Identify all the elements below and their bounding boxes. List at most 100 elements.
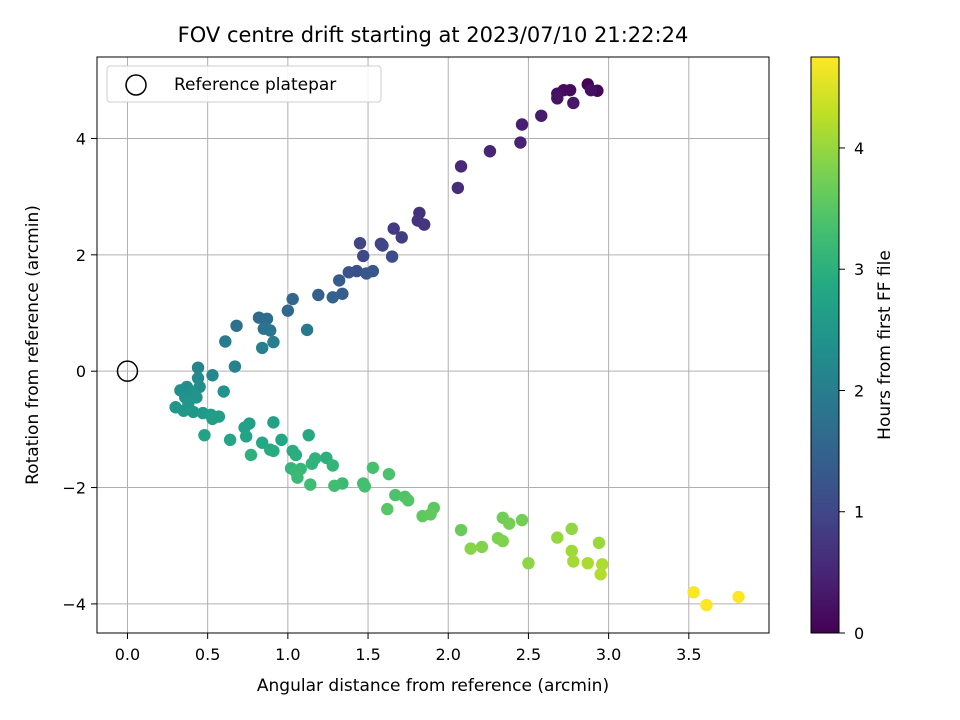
data-point [239,430,253,443]
colorbar: 0 1 2 3 4 Hours from first FF file [810,56,895,643]
data-point [217,385,230,398]
data-point [594,568,607,581]
data-point [551,531,564,544]
x-tick-label: 2.5 [516,645,541,664]
data-point [286,292,299,306]
data-point [328,479,341,492]
data-point [255,436,269,449]
data-point [260,312,274,326]
data-point [389,488,402,502]
data-point [567,96,580,110]
data-point [381,502,394,516]
data-point [565,522,578,536]
data-point [382,467,396,481]
x-tick-label: 0.0 [115,645,140,664]
data-point [567,555,580,568]
colorbar-gradient [810,56,840,634]
x-axis-ticks: 0.0 0.5 1.0 1.5 2.0 2.5 3.0 3.5 [115,633,702,664]
data-point [223,433,237,447]
data-point [700,598,713,612]
data-point [596,558,609,571]
data-point [732,590,745,604]
data-point [401,494,415,507]
data-point [687,586,700,599]
data-point [177,404,190,417]
x-axis-label: Angular distance from reference (arcmin) [257,676,609,696]
data-point [584,83,598,97]
data-point [289,448,303,462]
y-tick-label: 0 [76,362,86,381]
data-point [535,109,548,122]
data-point [522,556,535,570]
data-point [336,287,349,300]
data-point [281,304,295,317]
data-point [302,428,315,442]
data-point [206,412,219,426]
data-point [385,250,399,263]
data-point [376,239,389,252]
data-point [464,542,477,555]
reference-point-marker [116,360,139,382]
grid-lines [97,57,769,633]
data-point [357,249,370,263]
data-point [275,433,288,447]
y-tick-label: 4 [76,129,86,148]
data-point [417,218,431,231]
data-point [291,471,304,484]
legend-hollow-circle-icon [125,74,147,96]
data-point [551,92,564,105]
data-point [305,457,319,470]
data-point [475,540,489,554]
data-point [454,523,468,537]
data-point [514,136,527,149]
plot-frame [96,56,770,634]
data-point [244,448,258,462]
data-point [358,480,372,493]
chart-title: FOV centre drift starting at 2023/07/10 … [178,23,689,47]
data-point [592,536,606,550]
y-tick-label: −2 [62,479,86,498]
data-point [332,274,346,287]
data-point [267,335,280,349]
data-point [198,428,211,442]
data-point [496,534,509,548]
data-point [515,513,529,527]
data-point [424,508,437,521]
x-tick-label: 1.0 [275,645,300,664]
data-point [326,291,339,304]
data-point [219,335,232,348]
data-point [353,236,367,250]
data-point [387,222,400,235]
data-point [300,323,314,337]
data-point [454,160,468,173]
y-tick-label: −4 [62,595,86,614]
colorbar-ticks: 0 1 2 3 4 [839,139,864,643]
data-point [451,181,465,195]
legend-label: Reference platepar [174,75,336,95]
legend-box [106,65,382,103]
y-axis-label: Rotation from reference (arcmin) [23,205,43,485]
colorbar-tick-label: 0 [854,624,864,643]
colorbar-tick-label: 1 [854,503,864,522]
data-point [502,517,516,530]
data-point [515,118,529,131]
x-tick-label: 2.0 [436,645,461,664]
colorbar-tick-label: 4 [854,139,864,158]
y-axis-ticks: −4 −2 0 2 4 [62,129,97,614]
x-tick-label: 0.5 [195,645,220,664]
x-tick-label: 3.5 [676,645,701,664]
data-point [366,461,380,474]
data-point [191,361,205,374]
x-tick-label: 1.5 [355,645,380,664]
data-point [228,360,242,373]
y-tick-label: 2 [76,246,86,265]
data-point [264,324,277,337]
data-point [230,319,243,332]
data-point [255,341,269,355]
data-point [206,369,219,382]
data-point [267,416,280,429]
data-point [312,288,325,302]
data-point [267,444,280,458]
